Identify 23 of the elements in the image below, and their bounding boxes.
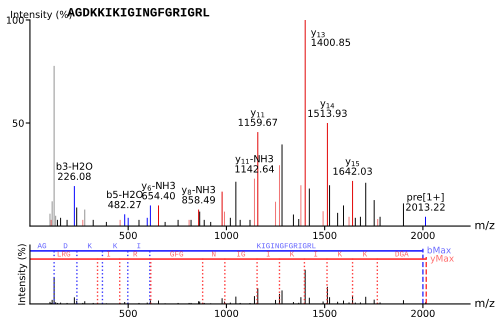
annotation: y$_{14}$ 1513.93 [308, 101, 347, 117]
y-axis-title: Intensity (%) [18, 244, 28, 305]
annotation: y$_{15}$ 1642.03 [334, 159, 372, 175]
x-tick-label: 500 [120, 310, 137, 318]
x-axis-title: m/z [475, 298, 494, 308]
annotation: y$_{6}$-NH3 654.40 [142, 182, 175, 200]
annotation: y$_{13}$ 1400.85 [311, 30, 350, 46]
x-tick-label: 1500 [313, 232, 336, 240]
ref-line-label: bMax [428, 246, 451, 254]
x-tick-label: 2000 [411, 310, 435, 318]
annotation: b3-H2O 226.08 [56, 162, 92, 180]
x-tick-label: 1000 [215, 232, 238, 240]
x-tick-label: 2000 [411, 232, 435, 240]
annotation: b5-H2O 482.27 [107, 190, 143, 208]
ref-line-label: yMax [430, 255, 454, 264]
y-tick-label: 50 [12, 119, 24, 127]
x-axis-title: m/z [475, 221, 494, 230]
x-tick-label: 500 [120, 232, 137, 240]
annotation: y$_{11}$ 1159.67 [238, 110, 278, 126]
x-tick-label: 1000 [215, 310, 238, 318]
annotation: y$_{8}$-NH3 858.49 [182, 186, 215, 204]
annotation: pre[1+] 2013.22 [406, 193, 445, 211]
x-tick-label: 1500 [313, 310, 336, 318]
